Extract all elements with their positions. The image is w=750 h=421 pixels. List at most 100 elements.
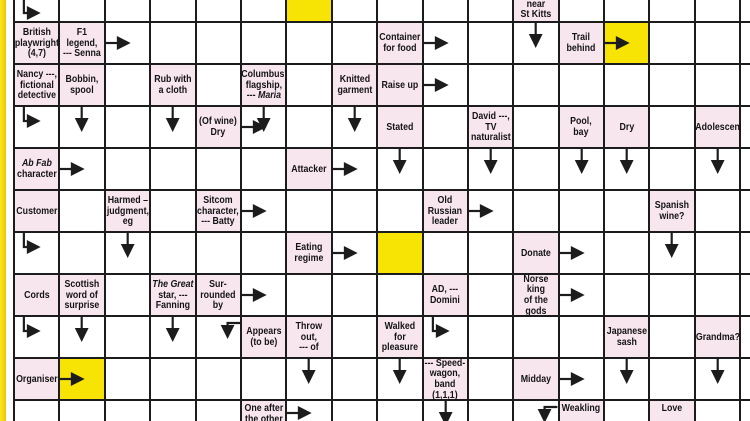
answer-cell-r10-c5[interactable] [196, 401, 240, 421]
answer-cell-r1-c4[interactable] [151, 23, 195, 63]
answer-cell-r0-c9[interactable] [378, 0, 422, 21]
answer-cell-r6-c10[interactable] [423, 233, 467, 273]
answer-cell-r2-c14[interactable] [605, 65, 649, 105]
answer-cell-r8-c2[interactable] [60, 317, 104, 357]
answer-cell-r6-c14[interactable] [605, 233, 649, 273]
answer-cell-r8-c10[interactable] [423, 317, 467, 357]
answer-cell-r4-c15[interactable] [650, 149, 694, 189]
answer-cell-r4-c2[interactable] [60, 149, 104, 189]
answer-cell-r5-c8[interactable] [332, 191, 377, 231]
answer-cell-r0-c16[interactable] [695, 0, 740, 21]
answer-cell-r10-c2[interactable] [60, 401, 104, 421]
answer-cell-r6-c8[interactable] [332, 233, 377, 273]
answer-cell-r10-c8[interactable] [332, 401, 377, 421]
answer-cell-r1-c11[interactable] [468, 23, 513, 63]
answer-cell-r8-c5[interactable] [196, 317, 240, 357]
answer-cell-r7-c15[interactable] [650, 275, 694, 315]
answer-cell-r2-c3[interactable] [105, 65, 150, 105]
answer-cell-r4-c12[interactable] [514, 149, 558, 189]
answer-cell-r9-c7[interactable] [287, 359, 331, 399]
answer-cell-r4-c13[interactable] [559, 149, 604, 189]
answer-cell-r4-c8[interactable] [332, 149, 377, 189]
answer-cell-r10-c14[interactable] [605, 401, 649, 421]
answer-cell-r1-c15[interactable] [650, 23, 694, 63]
answer-cell-r5-c13[interactable] [559, 191, 604, 231]
answer-cell-r10-c1[interactable] [15, 401, 59, 421]
answer-cell-r3-c10[interactable] [423, 107, 467, 147]
answer-cell-r7-c8[interactable] [332, 275, 377, 315]
answer-cell-r6-c1[interactable] [15, 233, 59, 273]
answer-cell-r8-c12[interactable] [514, 317, 558, 357]
answer-cell-r4-c4[interactable] [151, 149, 195, 189]
answer-cell-r10-c12[interactable] [514, 401, 558, 421]
answer-cell-r8-c4[interactable] [151, 317, 195, 357]
answer-cell-r6-c16[interactable] [695, 233, 740, 273]
answer-cell-r10-c7[interactable] [287, 401, 331, 421]
answer-cell-r2-c7[interactable] [287, 65, 331, 105]
answer-cell-r1-c7[interactable] [287, 23, 331, 63]
answer-cell-r8-c3[interactable] [105, 317, 150, 357]
answer-cell-r4-c5[interactable] [196, 149, 240, 189]
answer-cell-r5-c2[interactable] [60, 191, 104, 231]
answer-cell-r2-c11[interactable] [468, 65, 513, 105]
answer-cell-r1-c10[interactable] [423, 23, 467, 63]
answer-cell-r9-c4[interactable] [151, 359, 195, 399]
answer-cell-r2-c10[interactable] [423, 65, 467, 105]
answer-cell-r8-c13[interactable] [559, 317, 604, 357]
answer-cell-r0-c2[interactable] [60, 0, 104, 21]
answer-cell-r9-c6[interactable] [241, 359, 286, 399]
answer-cell-r5-c16[interactable] [695, 191, 740, 231]
answer-cell-r7-c16[interactable] [695, 275, 740, 315]
answer-cell-r2-c17[interactable] [741, 65, 750, 105]
highlight-cell-r1-c14[interactable] [605, 23, 649, 63]
answer-cell-r4-c16[interactable] [695, 149, 740, 189]
answer-cell-r6-c11[interactable] [468, 233, 513, 273]
answer-cell-r0-c13[interactable] [559, 0, 604, 21]
answer-cell-r1-c16[interactable] [695, 23, 740, 63]
highlight-cell-r9-c2[interactable] [60, 359, 104, 399]
answer-cell-r8-c15[interactable] [650, 317, 694, 357]
answer-cell-r3-c8[interactable] [332, 107, 377, 147]
answer-cell-r0-c14[interactable] [605, 0, 649, 21]
answer-cell-r3-c15[interactable] [650, 107, 694, 147]
answer-cell-r7-c9[interactable] [378, 275, 422, 315]
answer-cell-r6-c6[interactable] [241, 233, 286, 273]
answer-cell-r5-c17[interactable] [741, 191, 750, 231]
answer-cell-r4-c3[interactable] [105, 149, 150, 189]
answer-cell-r7-c7[interactable] [287, 275, 331, 315]
answer-cell-r0-c6[interactable] [241, 0, 286, 21]
answer-cell-r6-c3[interactable] [105, 233, 150, 273]
answer-cell-r2-c16[interactable] [695, 65, 740, 105]
answer-cell-r10-c3[interactable] [105, 401, 150, 421]
answer-cell-r3-c7[interactable] [287, 107, 331, 147]
answer-cell-r9-c11[interactable] [468, 359, 513, 399]
answer-cell-r9-c9[interactable] [378, 359, 422, 399]
answer-cell-r2-c5[interactable] [196, 65, 240, 105]
answer-cell-r2-c12[interactable] [514, 65, 558, 105]
answer-cell-r9-c15[interactable] [650, 359, 694, 399]
answer-cell-r4-c6[interactable] [241, 149, 286, 189]
answer-cell-r7-c3[interactable] [105, 275, 150, 315]
answer-cell-r0-c4[interactable] [151, 0, 195, 21]
answer-cell-r3-c2[interactable] [60, 107, 104, 147]
answer-cell-r4-c14[interactable] [605, 149, 649, 189]
answer-cell-r10-c10[interactable] [423, 401, 467, 421]
answer-cell-r3-c1[interactable] [15, 107, 59, 147]
answer-cell-r6-c13[interactable] [559, 233, 604, 273]
answer-cell-r9-c13[interactable] [559, 359, 604, 399]
answer-cell-r7-c11[interactable] [468, 275, 513, 315]
answer-cell-r5-c6[interactable] [241, 191, 286, 231]
answer-cell-r5-c4[interactable] [151, 191, 195, 231]
answer-cell-r10-c11[interactable] [468, 401, 513, 421]
answer-cell-r1-c17[interactable] [741, 23, 750, 63]
answer-cell-r1-c12[interactable] [514, 23, 558, 63]
answer-cell-r9-c17[interactable] [741, 359, 750, 399]
answer-cell-r5-c11[interactable] [468, 191, 513, 231]
answer-cell-r3-c4[interactable] [151, 107, 195, 147]
answer-cell-r4-c10[interactable] [423, 149, 467, 189]
answer-cell-r9-c8[interactable] [332, 359, 377, 399]
answer-cell-r8-c8[interactable] [332, 317, 377, 357]
answer-cell-r4-c9[interactable] [378, 149, 422, 189]
answer-cell-r8-c17[interactable] [741, 317, 750, 357]
answer-cell-r7-c13[interactable] [559, 275, 604, 315]
